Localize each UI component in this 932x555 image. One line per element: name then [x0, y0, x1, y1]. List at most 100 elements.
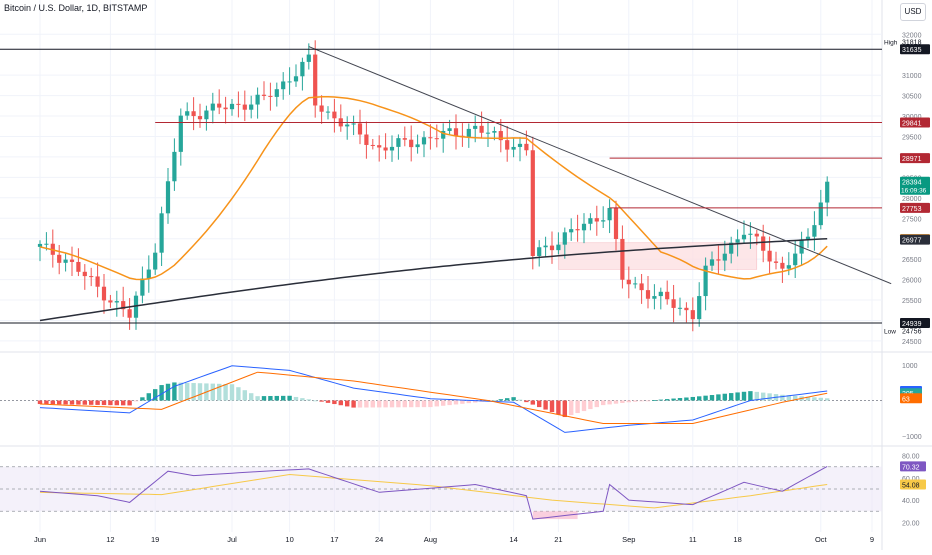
macd-histogram-bar [761, 392, 766, 401]
macd-histogram-bar [460, 400, 465, 404]
macd-histogram-bar [703, 395, 708, 401]
macd-histogram-bar [537, 400, 542, 408]
macd-histogram-bar [812, 397, 817, 401]
rsi-value-label: 70.32 [902, 464, 920, 471]
level-price-label: 27753 [902, 206, 922, 213]
candle-body [293, 76, 299, 82]
macd-histogram-bar [748, 391, 753, 401]
candle-body [351, 123, 356, 125]
macd-histogram-bar [364, 400, 369, 408]
candle-body [108, 300, 113, 303]
macd-histogram-bar [319, 400, 324, 402]
candle-body [428, 137, 433, 139]
rsi-line [39, 465, 828, 520]
macd-histogram-bar [594, 400, 599, 408]
macd-histogram-bar [389, 400, 395, 408]
candle-body [658, 291, 663, 297]
rsi-oversold-shade [532, 511, 578, 520]
macd-histogram-bar [108, 400, 113, 406]
axis-value-label: 28394 [902, 180, 922, 187]
candle-body [281, 81, 286, 90]
candle-body [133, 295, 139, 318]
candle-body [530, 150, 535, 256]
macd-histogram-bar [697, 396, 702, 401]
macd-histogram-bar [153, 389, 158, 401]
macd-histogram-bar [652, 400, 657, 401]
macd-histogram-bar [255, 396, 260, 401]
macd-histogram-bar [453, 400, 459, 405]
macd-histogram-bar [754, 391, 759, 401]
candle-body [466, 128, 471, 138]
candle-body [505, 140, 510, 150]
candle-body [517, 143, 523, 147]
candle-body [69, 259, 75, 262]
rsi-value-label: 54.08 [902, 482, 920, 489]
macd-histogram-bar [645, 400, 651, 402]
macd-histogram-bar [639, 400, 644, 402]
macd-histogram-bar [121, 400, 126, 406]
axis-value-tag [900, 234, 930, 245]
macd-histogram-bar [37, 400, 43, 405]
axis-tag-value: 31818 [902, 40, 922, 47]
candle-body [306, 54, 311, 62]
macd-histogram-bar [338, 400, 343, 406]
rsi-ma-line [39, 473, 828, 509]
candle-body [236, 103, 241, 105]
candle-body [409, 139, 414, 148]
macd-histogram-bar [370, 400, 375, 408]
candle-body [786, 265, 791, 269]
macd-histogram-bar [793, 395, 798, 401]
candle-body [268, 95, 273, 97]
macd-histogram-bar [95, 400, 100, 405]
x-tick-label: Jul [227, 535, 237, 544]
macd-histogram-bar [543, 400, 548, 410]
macd-histogram-bar [159, 385, 164, 401]
macd-histogram-bar [281, 395, 286, 401]
macd-value-tag [900, 393, 922, 404]
candle-body [140, 278, 145, 296]
rsi-value-tag [900, 479, 926, 490]
x-tick-label: 19 [151, 535, 159, 544]
macd-histogram-bar [229, 384, 235, 401]
candle-body [543, 245, 548, 248]
price-tick-label: 27500 [902, 216, 922, 223]
candle-body [524, 143, 529, 151]
macd-histogram-bar [249, 393, 254, 401]
x-tick-label: 17 [330, 535, 338, 544]
candle-body [805, 236, 811, 240]
macd-histogram-bar [261, 396, 267, 401]
macd-histogram-bar [217, 383, 222, 401]
axis-value-tag [900, 176, 930, 195]
candle-body [665, 291, 670, 300]
candle-body [172, 151, 177, 182]
candle-body [645, 290, 651, 299]
macd-histogram-bar [127, 400, 132, 406]
candle-body [204, 110, 209, 120]
candle-body [415, 144, 420, 148]
candle-body [127, 309, 132, 318]
price-tick-label: 26000 [902, 278, 922, 285]
macd-histogram-bar [57, 400, 62, 405]
macd-histogram-bar [197, 383, 203, 401]
candle-body [607, 207, 612, 221]
level-price-tag [900, 117, 930, 128]
macd-histogram-bar [325, 400, 331, 403]
candle-body [63, 259, 68, 263]
candle-body [114, 301, 119, 303]
macd-histogram-bar [677, 398, 683, 401]
x-tick-label: Jun [34, 535, 46, 544]
candle-body [95, 276, 100, 287]
macd-histogram-bar [351, 400, 356, 408]
macd-histogram-bar [671, 398, 676, 401]
candle-body [761, 236, 766, 251]
candle-body [242, 104, 247, 110]
currency-button[interactable]: USD [900, 3, 926, 21]
macd-histogram-bar [44, 400, 49, 405]
macd-histogram-bar [441, 400, 446, 406]
candle-body [274, 89, 279, 97]
candle-body [799, 239, 804, 254]
candle-body [748, 233, 753, 235]
macd-histogram-bar [613, 400, 619, 404]
